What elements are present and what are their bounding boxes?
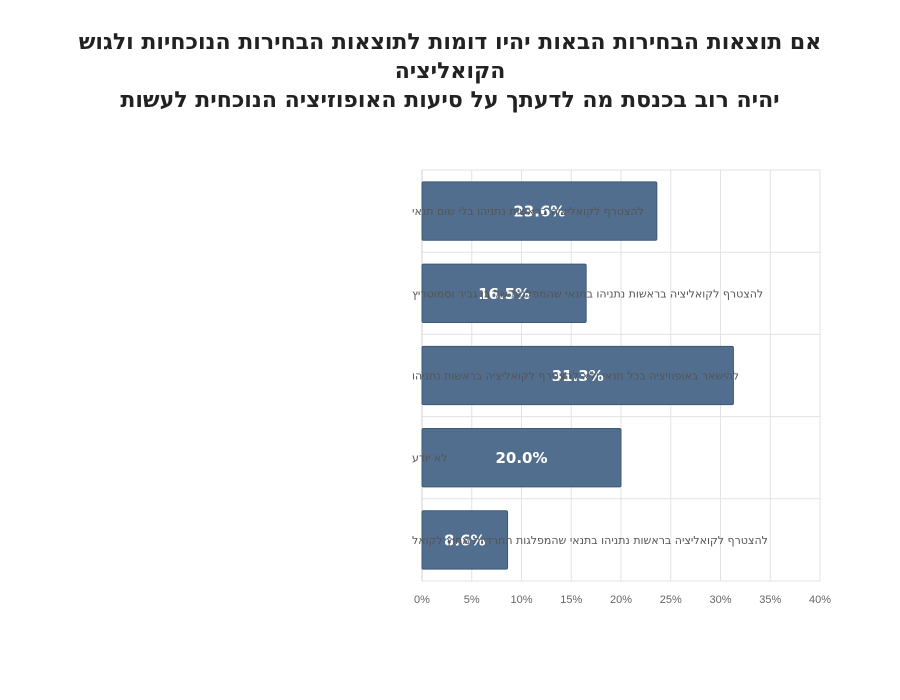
category-label-4: לא יודע	[412, 452, 447, 465]
bar-3	[421, 345, 734, 406]
category-labels: להצטרף לקואליציה בראשות נתניהו בלי שום ת…	[412, 205, 768, 547]
x-tick-label: 10%	[510, 594, 532, 606]
x-tick-label: 40%	[809, 594, 831, 606]
chart-title: אם תוצאות הבחירות הבאות יהיו דומות לתוצא…	[20, 28, 880, 115]
bar-4	[421, 428, 622, 488]
bar-1	[421, 181, 658, 241]
x-axis-ticks: 0% 5% 10% 15% 20% 25% 30% 35% 40%	[414, 594, 831, 606]
label-layer: 23.6% 16.5% 31.3% 20.0% 8.6%	[444, 203, 604, 550]
chart-title-line-2: יהיה רוב בכנסת מה לדעתך על סיעות האופוזי…	[120, 88, 780, 113]
category-label-3: להישאר באופוזיציה בכל תנאי ולא להצטרף לק…	[412, 370, 739, 383]
category-label-1: להצטרף לקואליציה בראשות נתניהו בלי שום ת…	[412, 205, 644, 218]
x-tick-label: 20%	[610, 594, 632, 606]
x-tick-label: 15%	[560, 594, 582, 606]
bar-5	[421, 510, 509, 570]
data-label-3: 31.3%	[552, 367, 604, 385]
data-label-5: 8.6%	[444, 531, 486, 549]
data-label-1: 23.6%	[513, 203, 565, 221]
x-tick-label: 30%	[709, 594, 731, 606]
data-label-2: 16.5%	[478, 285, 530, 303]
chart-title-line-1: אם תוצאות הבחירות הבאות יהיו דומות לתוצא…	[78, 30, 822, 84]
x-tick-label: 0%	[414, 594, 430, 606]
x-tick-label: 25%	[660, 594, 682, 606]
bar-2	[421, 263, 587, 323]
category-label-2: להצטרף לקואליציה בראשות נתניהו בתנאי שהמ…	[412, 287, 763, 300]
category-label-5: להצטרף לקואליציה בראשות נתניהו בתנאי שהמ…	[412, 534, 768, 547]
x-tick-label: 5%	[464, 594, 480, 606]
x-tick-label: 35%	[759, 594, 781, 606]
bar-layer	[421, 181, 734, 570]
data-label-4: 20.0%	[495, 449, 547, 467]
